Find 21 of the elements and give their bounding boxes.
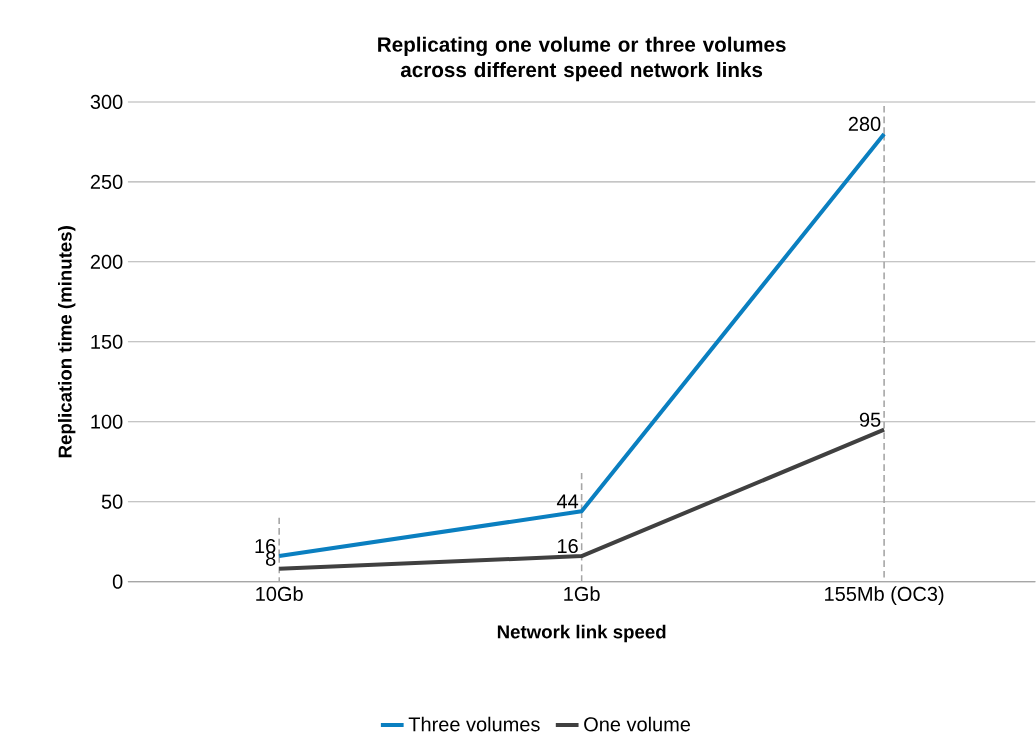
x-tick-label: 10Gb — [256, 586, 303, 602]
y-tick-label: 200 — [90, 254, 123, 270]
y-tick-label: 0 — [112, 574, 123, 589]
data-label: 16 — [557, 539, 578, 554]
legend-label: Three volumes — [408, 716, 540, 732]
y-tick-label: 100 — [91, 414, 123, 430]
data-label: 280 — [848, 117, 881, 132]
y-tick-label: 250 — [90, 175, 123, 190]
chart-title: Replicating one volume or three volumes across different speed network links — [378, 36, 786, 82]
y-tick-label: 50 — [101, 494, 123, 509]
data-label: 95 — [859, 412, 881, 427]
data-label: 44 — [556, 494, 579, 509]
data-label: 16 — [255, 539, 276, 554]
data-label: 8 — [265, 551, 276, 567]
y-tick-label: 150 — [91, 334, 123, 350]
x-tick-label: 155Mb (OC3) — [825, 586, 944, 606]
legend-label: One volume — [584, 716, 691, 732]
x-axis-title: Network link speed — [497, 624, 666, 643]
y-axis-title: Replication time (minutes) — [58, 226, 76, 458]
y-tick-label: 300 — [90, 95, 123, 110]
x-tick-label: 1Gb — [564, 586, 600, 602]
